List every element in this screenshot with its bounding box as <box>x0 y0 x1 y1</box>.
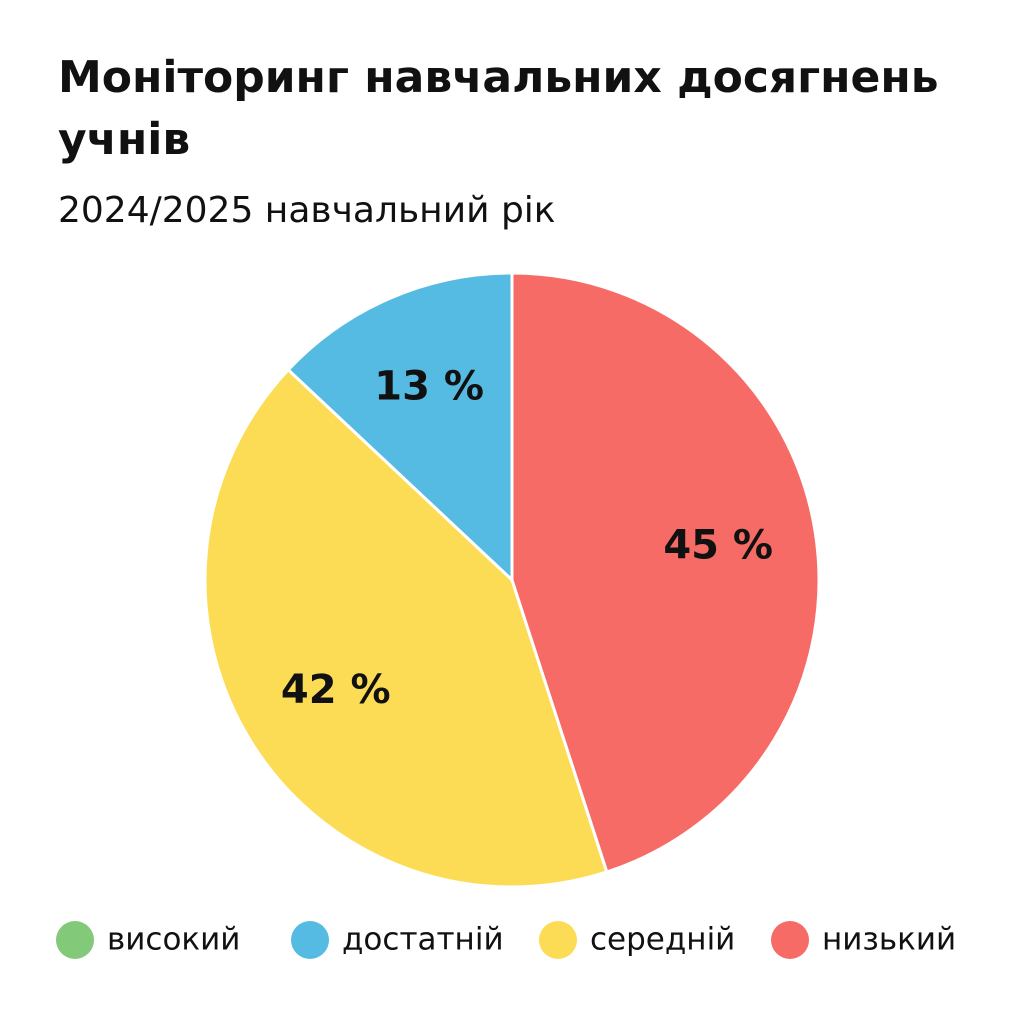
legend-swatch <box>539 921 577 959</box>
legend-swatch <box>771 921 809 959</box>
chart-title: Моніторинг навчальних досягнень учнів <box>58 52 939 165</box>
legend-swatch <box>56 921 94 959</box>
legend-label: достатній <box>342 922 504 958</box>
data-label: 42 % <box>281 667 391 713</box>
pie-slice <box>203 367 609 889</box>
data-label: 45 % <box>663 522 773 568</box>
legend-label: середній <box>590 922 735 958</box>
legend-label: низький <box>822 922 956 958</box>
legend-label: високий <box>107 922 240 958</box>
data-label: 13 % <box>374 363 484 409</box>
pie-slice <box>286 271 514 584</box>
chart-subtitle: 2024/2025 навчальний рік <box>58 190 556 231</box>
pie-slice <box>510 271 821 874</box>
legend-swatch <box>291 921 329 959</box>
